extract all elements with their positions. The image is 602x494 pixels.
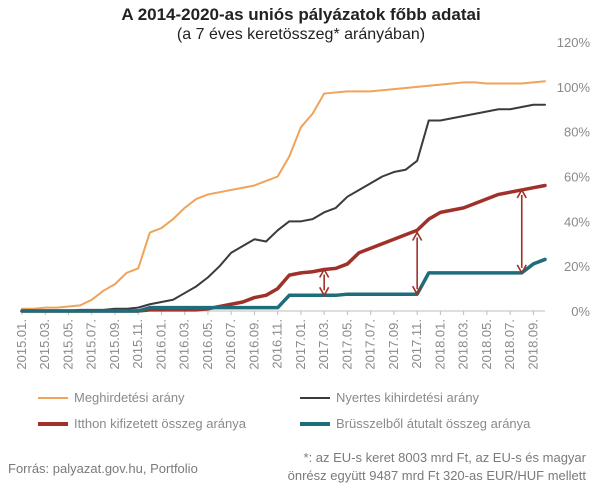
x-tick-label: 2018.07.: [502, 319, 517, 370]
x-tick-label: 2018.09.: [525, 319, 540, 370]
x-tick-label: 2017.01.: [293, 319, 308, 370]
y-tick-label: 100%: [557, 80, 591, 95]
source-note: Forrás: palyazat.gov.hu, Portfolio: [8, 461, 198, 476]
legend-item-3: Itthon kifizetett összeg aránya: [38, 416, 247, 431]
legend-label: Itthon kifizetett összeg aránya: [74, 416, 247, 431]
y-tick-label: 60%: [564, 170, 590, 185]
x-tick-label: 2016.05.: [200, 319, 215, 370]
footnote-line-1: *: az EU-s keret 8003 mrd Ft, az EU-s és…: [304, 450, 587, 465]
legend: Meghirdetési arány Nyertes kihirdetési ar…: [38, 390, 531, 431]
legend-label: Nyertes kihirdetési arány: [336, 390, 480, 405]
chart-subtitle: (a 7 éves keretösszeg* arányában): [177, 26, 425, 43]
x-tick-label: 2015.07.: [84, 319, 99, 370]
y-tick-label: 20%: [564, 259, 590, 274]
gap-arrow: [318, 267, 330, 297]
x-tick-label: 2018.01.: [432, 319, 447, 370]
series-line-1: [21, 80, 546, 310]
chart-title: A 2014-2020-as uniós pályázatok főbb ada…: [121, 5, 480, 24]
x-tick-label: 2015.03.: [37, 319, 52, 370]
x-tick-label: 2017.03.: [316, 319, 331, 370]
x-tick-label: 2017.05.: [339, 319, 354, 370]
y-tick-label: 80%: [564, 125, 590, 140]
x-tick-label: 2018.05.: [479, 319, 494, 370]
legend-label: Brüsszelből átutalt összeg aránya: [336, 416, 531, 431]
y-tick-label: 120%: [557, 35, 591, 50]
legend-item-4: Brüsszelből átutalt összeg aránya: [300, 416, 531, 431]
gap-arrows: [318, 188, 527, 297]
legend-item-2: Nyertes kihirdetési arány: [300, 390, 480, 405]
y-axis: 0% 20% 40% 60% 80% 100% 120%: [557, 35, 591, 319]
x-tick-label: 2016.01.: [153, 319, 168, 370]
x-tick-label: 2017.09.: [386, 319, 401, 370]
x-tick-label: 2016.11.: [270, 319, 285, 369]
footnote-line-2: önrész együtt 9487 mrd Ft 320-as EUR/HUF…: [288, 468, 587, 483]
legend-label: Meghirdetési arány: [74, 390, 185, 405]
x-tick-label: 2016.09.: [246, 319, 261, 370]
x-tick-label: 2015.05.: [60, 319, 75, 370]
x-tick-label: 2016.07.: [223, 319, 238, 370]
series-line-4: [20, 257, 547, 313]
x-tick-label: 2017.11.: [409, 319, 424, 369]
x-axis: 2015.01. 2015.03. 2015.05. 2015.07. 2015.09.…: [14, 310, 545, 370]
legend-item-1: Meghirdetési arány: [38, 390, 185, 405]
x-tick-label: 2015.09.: [107, 319, 122, 370]
gap-arrow: [516, 188, 527, 275]
x-tick-label: 2017.07.: [363, 319, 378, 370]
x-tick-label: 2018.03.: [456, 319, 471, 370]
x-tick-label: 2015.01.: [14, 319, 29, 370]
x-tick-label: 2016.03.: [177, 319, 192, 370]
y-tick-label: 40%: [564, 214, 590, 229]
x-tick-label: 2015.11.: [130, 319, 145, 369]
series-group: [20, 80, 547, 313]
y-tick-label: 0%: [571, 304, 590, 319]
gap-arrow: [411, 230, 423, 296]
